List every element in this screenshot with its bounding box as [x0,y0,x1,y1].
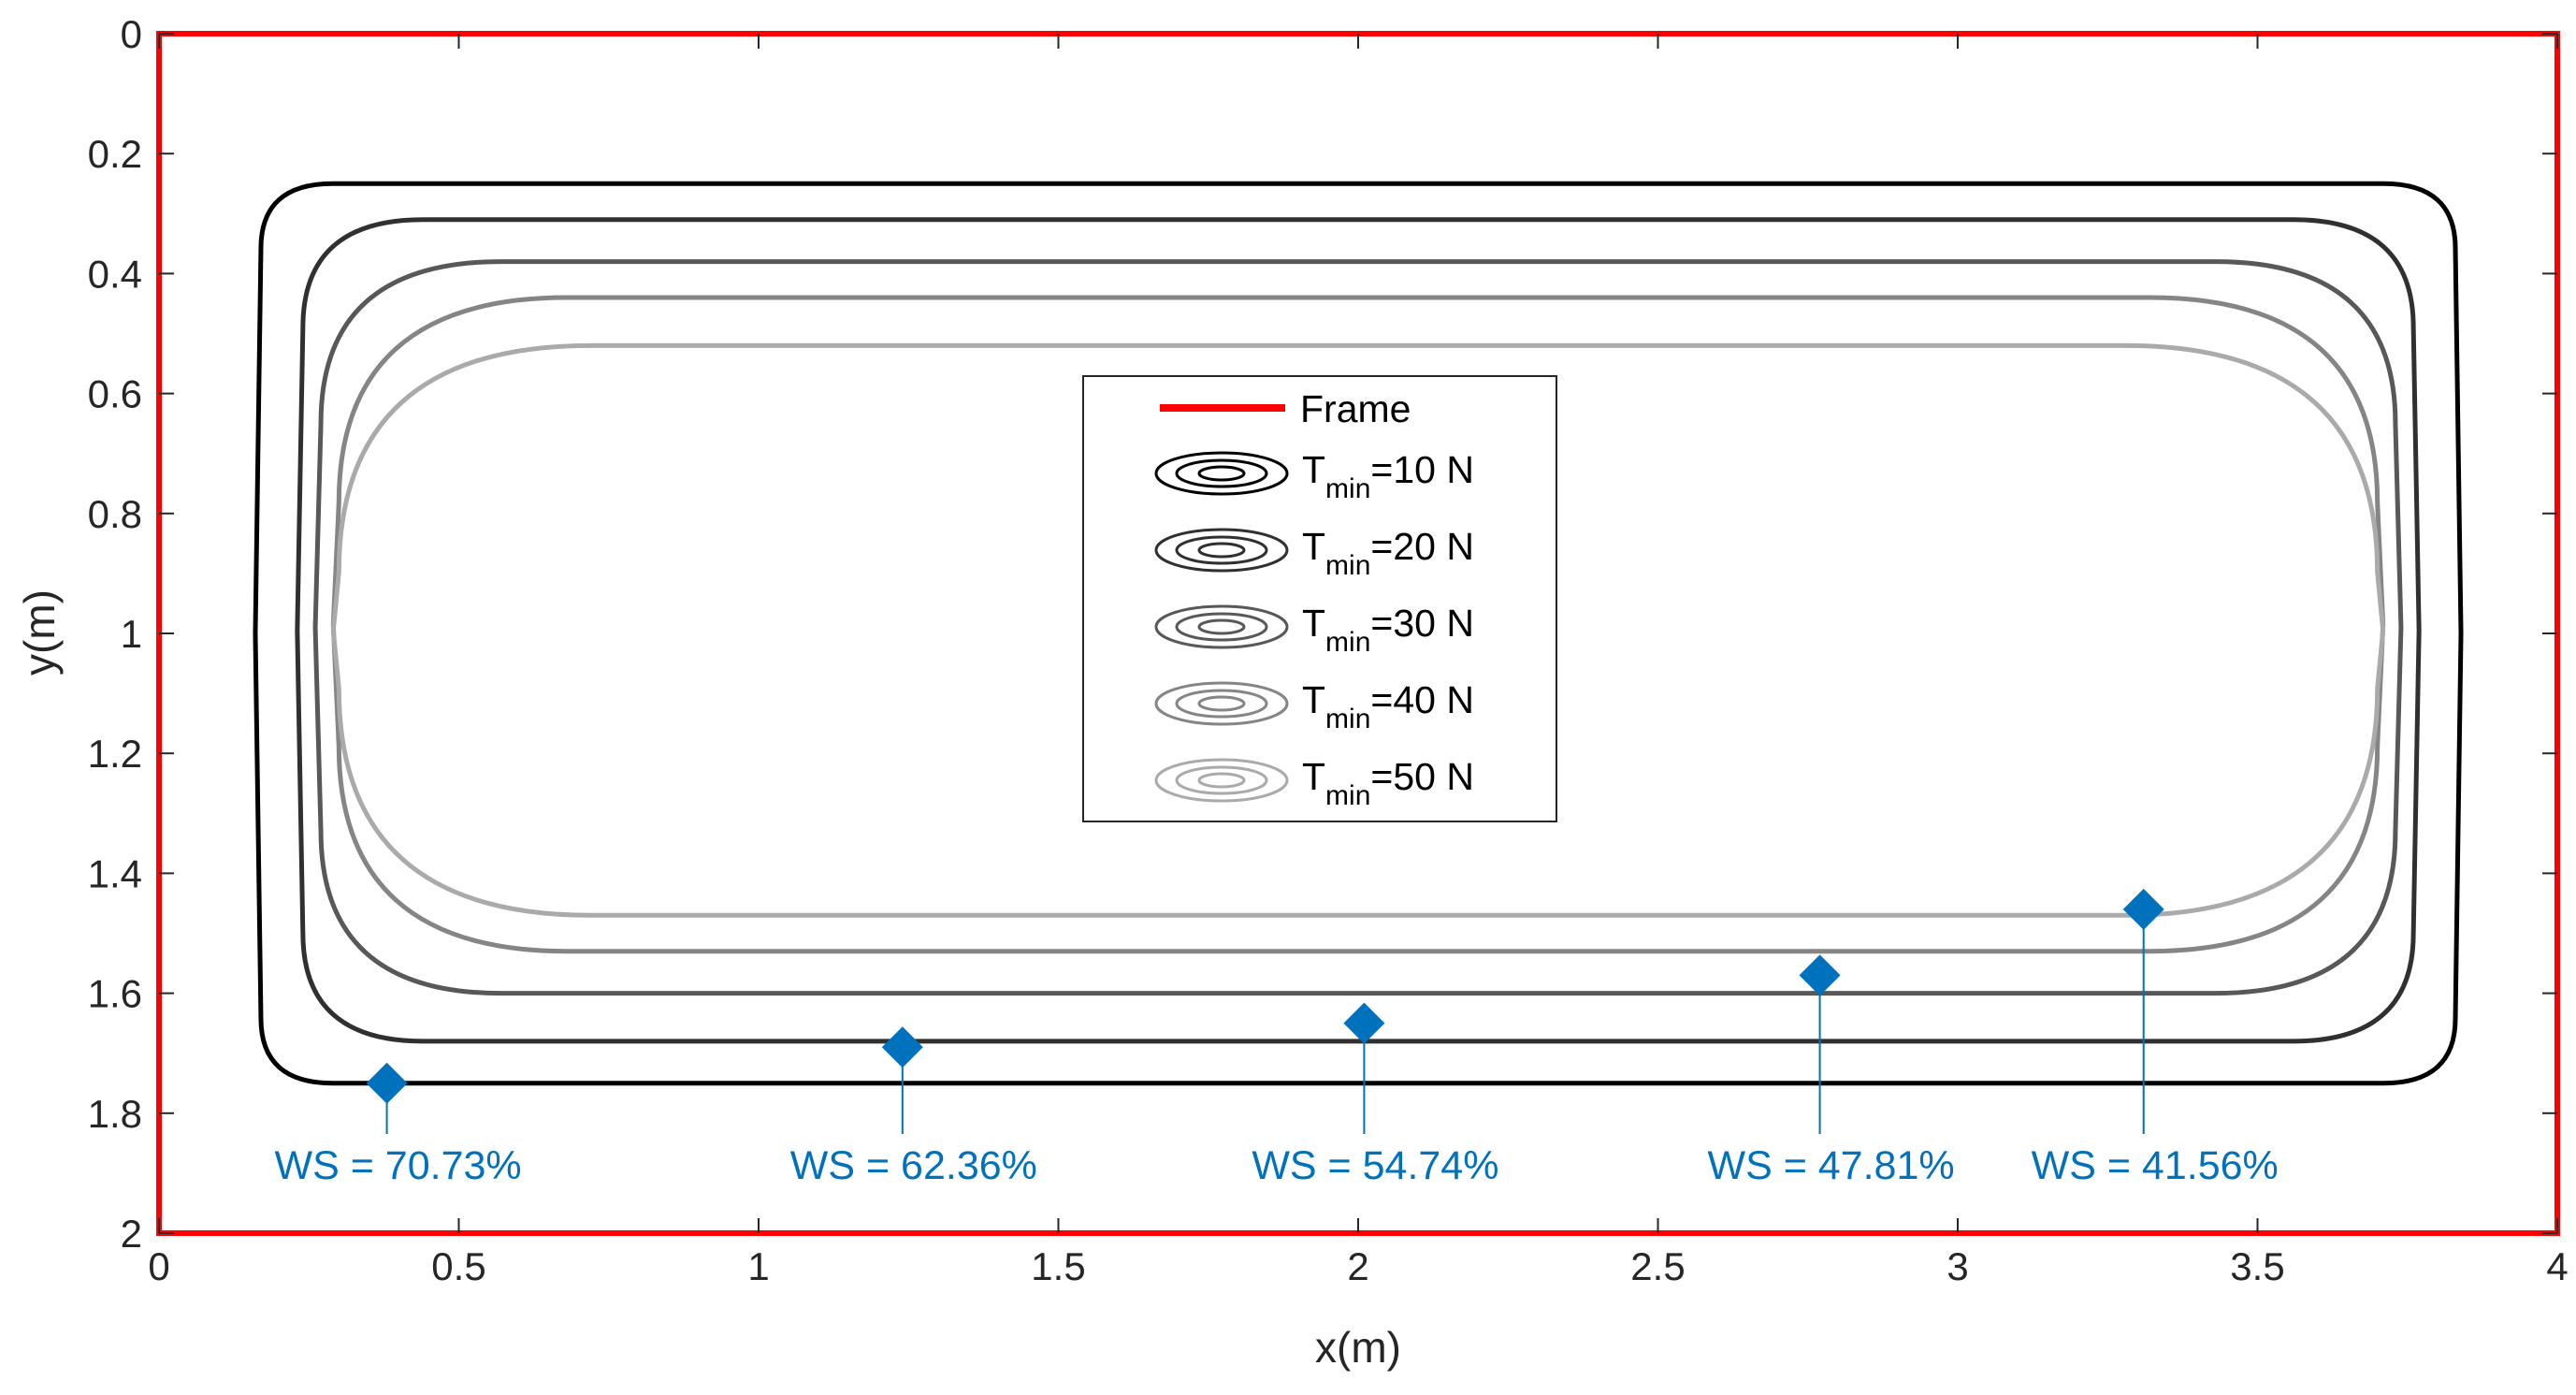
contour-layer [253,181,2464,1086]
ws-marker-1 [366,1062,408,1104]
legend-contour-icon [1197,772,1246,789]
ws-marker-4 [1799,954,1841,996]
contour-line-5 [330,342,2386,918]
legend-contour-icon [1175,689,1268,719]
ws-label-2: WS = 62.36% [790,1143,1037,1188]
legend-contour-icon [1154,528,1289,573]
legend-contour-icon [1175,535,1268,565]
legend-contour-icon [1197,465,1246,482]
contour-line-4 [330,295,2386,954]
marker-layer: WS = 70.73% WS = 62.36% WS = 54.74% WS = 47… [275,888,2279,1188]
legend-contour-label-2: Tmin=20 N [1302,525,1474,581]
legend-contour-icon [1197,695,1246,712]
x-tick-label: 3 [1946,1244,1968,1288]
legend-contour-label-4: Tmin=40 N [1302,678,1474,734]
contour-line-1 [253,181,2464,1086]
legend-contour-icon [1175,458,1268,488]
x-tick-label: 3.5 [2230,1244,2284,1288]
contour-line-2 [295,217,2422,1044]
legend-contour-icon [1197,618,1246,635]
y-tick-label: 0 [121,12,142,56]
y-tick-label: 1.6 [88,972,142,1016]
x-tick-label: 0 [148,1244,169,1288]
legend-contour-icon [1154,758,1289,803]
legend-contour-label-1: Tmin=10 N [1302,448,1474,504]
x-tick-label: 1 [747,1244,769,1288]
ws-label-4: WS = 47.81% [1708,1143,1955,1188]
y-tick-label: 1.8 [88,1092,142,1136]
ws-marker-2 [881,1026,923,1068]
y-tick-label: 1.2 [88,732,142,776]
ws-label-3: WS = 54.74% [1252,1143,1498,1188]
y-tick-label: 2 [121,1212,142,1256]
x-tick-label: 0.5 [431,1244,485,1288]
ws-marker-5 [2122,888,2164,930]
legend-contour-icon [1154,604,1289,649]
y-axis-label: y(m) [15,589,64,676]
legend-contour-icon [1154,451,1289,496]
x-tick-label: 4 [2546,1244,2568,1288]
contour-line-3 [312,259,2404,996]
y-tick-label: 0.4 [88,252,142,296]
legend-contour-icon [1175,612,1268,642]
ws-label-5: WS = 41.56% [2032,1143,2279,1188]
legend: Frame Tmin=10 N Tmin=20 N Tmin=30 N Tmin=40… [1082,375,1557,822]
tick-layer: 0 0.5 1 1.5 2 2.5 3 3.5 4 0 0.2 0.4 0.6 0.8 1 1.2 1.4 1.6… [88,12,2569,1288]
legend-box [1082,375,1557,822]
legend-entries: Tmin=10 N Tmin=20 N Tmin=30 N Tmin=40 N Tmin… [1154,448,1474,811]
x-tick-label: 1.5 [1031,1244,1085,1288]
ws-label-1: WS = 70.73% [275,1143,522,1188]
legend-contour-icon [1175,765,1268,795]
x-tick-label: 2 [1347,1244,1368,1288]
x-axis-label: x(m) [1315,1323,1401,1372]
legend-frame-label: Frame [1300,387,1411,430]
y-tick-label: 1.4 [88,851,142,895]
legend-contour-label-3: Tmin=30 N [1302,602,1474,658]
legend-contour-label-5: Tmin=50 N [1302,755,1474,811]
legend-contour-icon [1197,542,1246,559]
y-tick-label: 0.6 [88,372,142,416]
legend-contour-icon [1154,681,1289,726]
x-tick-label: 2.5 [1630,1244,1685,1288]
y-tick-label: 0.2 [88,132,142,176]
ws-marker-3 [1343,1002,1385,1044]
y-tick-label: 0.8 [88,492,142,536]
y-tick-label: 1 [121,612,142,656]
